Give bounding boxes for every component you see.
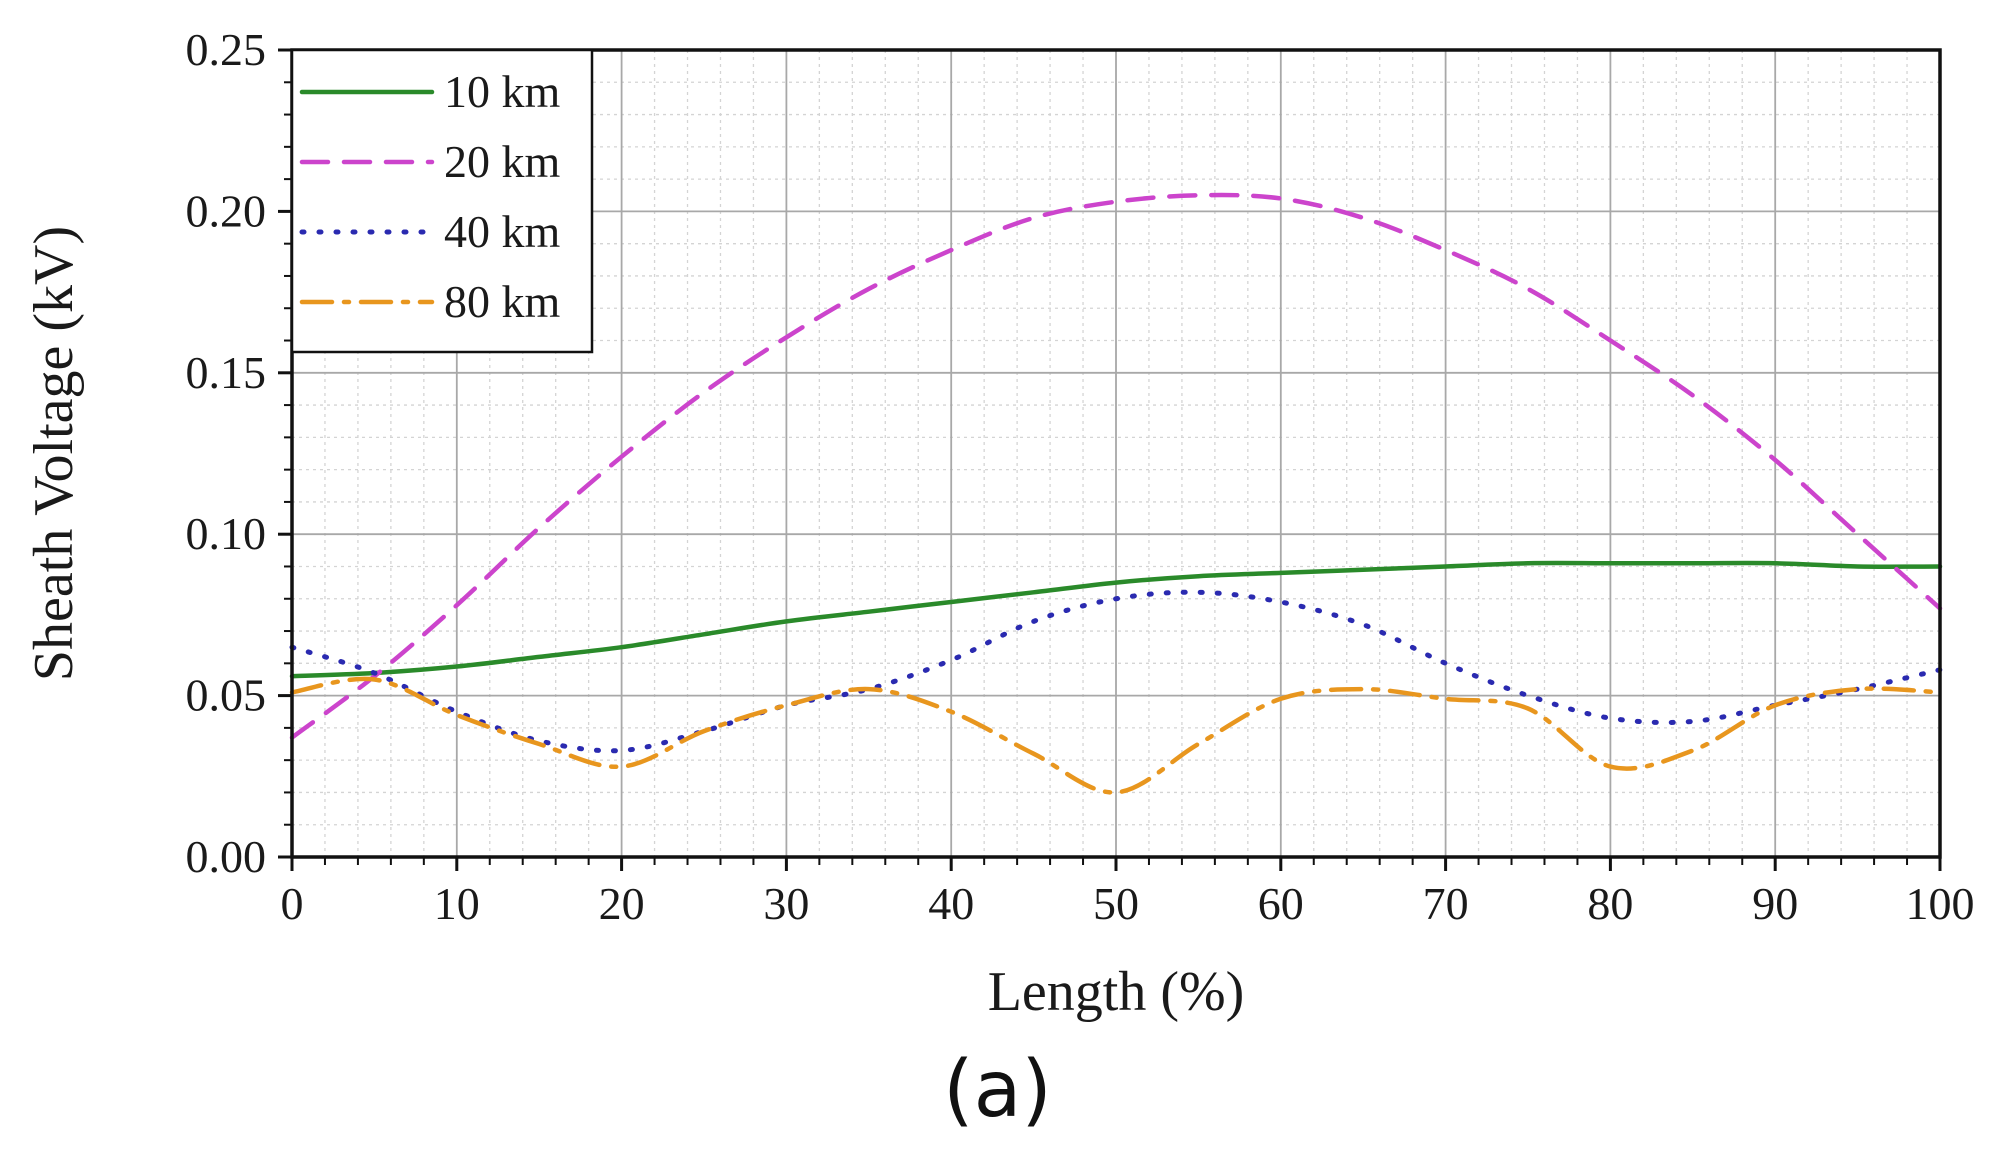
series-line-10-km [289,560,1943,679]
x-tick-label: 80 [1587,878,1633,929]
axes [278,48,1942,871]
y-tick-label: 0.20 [186,185,267,236]
x-tick-label: 20 [599,878,645,929]
y-tick-label: 0.00 [186,831,267,882]
x-tick-label: 30 [763,878,809,929]
y-tick-label: 0.15 [186,347,267,398]
series-line-80-km [289,676,1943,795]
y-axis-title: Sheath Voltage (kV) [23,226,85,681]
x-tick-label: 90 [1752,878,1798,929]
x-tick-label: 0 [281,878,304,929]
legend: 10 km 20 km 40 km 80 km [290,48,594,354]
series-line-40-km [289,589,1943,754]
y-tick-label: 0.10 [186,508,267,559]
series-layer [289,192,1943,795]
legend-label: 10 km [444,66,561,117]
legend-label: 40 km [444,206,561,257]
x-tick-label: 100 [1906,878,1975,929]
figure-caption: (a) [943,1045,1052,1135]
x-tick-label: 10 [434,878,480,929]
x-tick-label: 70 [1423,878,1469,929]
series-line-20-km [289,192,1943,740]
major-grid [292,50,1940,857]
sheath-voltage-chart: 0 10 20 30 40 50 60 70 80 90 100 0.00 0.05 0.10 0.15 0.… [23,24,1975,1023]
tick-labels: 0 10 20 30 40 50 60 70 80 90 100 0.00 0.05 0.10 0.15 0.… [186,24,1975,929]
y-tick-label: 0.25 [186,24,267,75]
x-axis-title: Length (%) [988,961,1245,1023]
legend-label: 20 km [444,136,561,187]
x-tick-label: 50 [1093,878,1139,929]
x-tick-label: 40 [928,878,974,929]
x-tick-label: 60 [1258,878,1304,929]
y-tick-label: 0.05 [186,670,267,721]
legend-label: 80 km [444,276,561,327]
